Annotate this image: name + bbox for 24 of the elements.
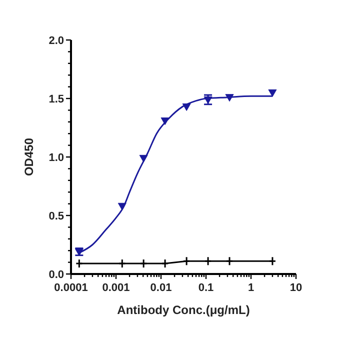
point — [226, 256, 234, 266]
y-axis-title: OD450 — [22, 138, 36, 176]
x-tick-label: 0.0001 — [54, 282, 88, 294]
point — [118, 258, 126, 268]
point — [182, 103, 191, 111]
point — [182, 256, 190, 266]
x-tick-label: 0.001 — [102, 282, 130, 294]
x-tick-label: 0.01 — [150, 282, 172, 294]
point — [225, 94, 234, 102]
x-axis-title: Antibody Conc.(μg/mL) — [117, 303, 250, 317]
point — [139, 154, 148, 162]
point — [161, 258, 169, 268]
point — [118, 202, 126, 210]
point — [140, 258, 148, 268]
point — [204, 256, 212, 266]
y-tick-label: 0.5 — [48, 210, 64, 222]
x-tick-label: 1 — [248, 282, 254, 294]
x-tick-label: 0.1 — [198, 282, 214, 294]
y-tick-label: 1.0 — [48, 152, 64, 164]
point — [160, 117, 170, 125]
y-tick-label: 2.0 — [48, 35, 64, 47]
y-tick-label: 1.5 — [48, 94, 64, 106]
x-tick-label: 10 — [290, 282, 302, 294]
y-tick-label: 0.0 — [48, 269, 64, 281]
